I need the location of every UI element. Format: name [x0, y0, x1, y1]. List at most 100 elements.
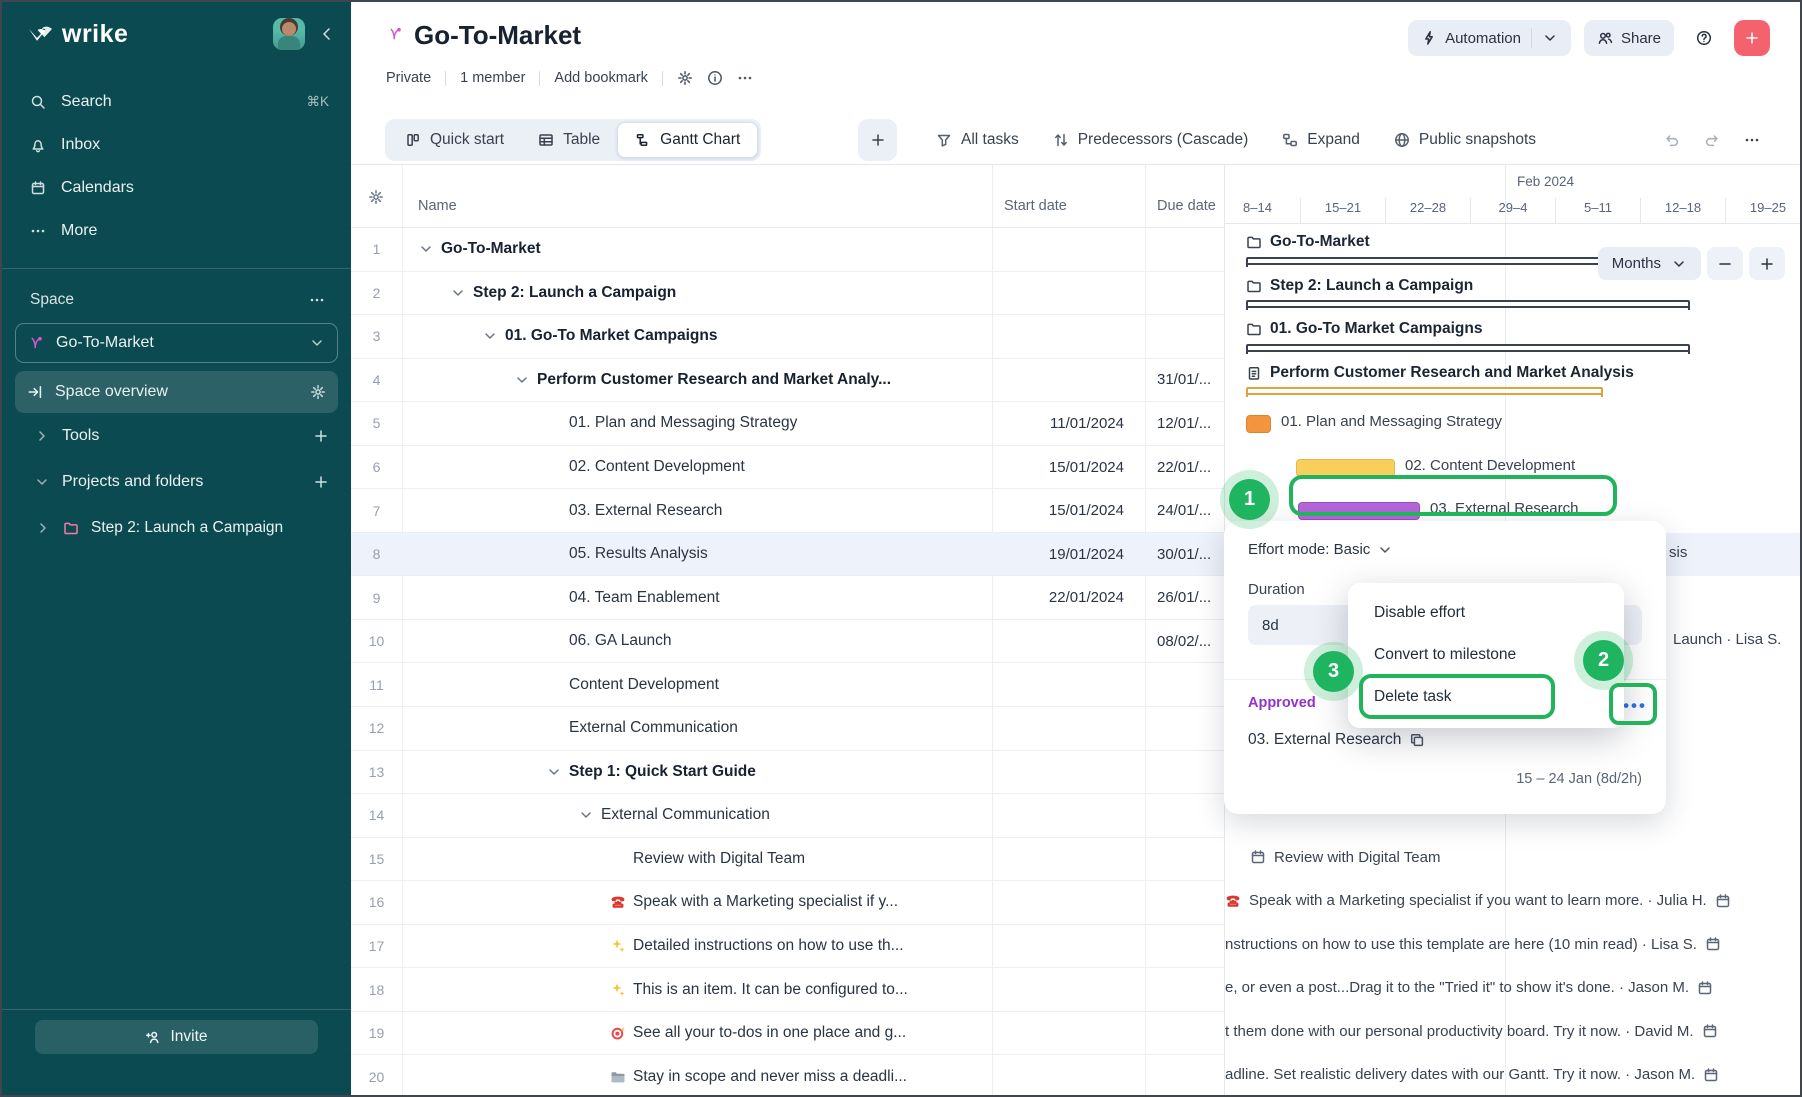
gantt-summary-bar[interactable]	[1246, 300, 1690, 311]
gantt-row[interactable]: 01. Go-To Market Campaigns	[1225, 315, 1800, 359]
help-button[interactable]	[1687, 21, 1721, 55]
task-name[interactable]: External Communication	[601, 806, 770, 824]
task-due-date[interactable]: 12/01/...	[1157, 414, 1212, 432]
column-header-start[interactable]: Start date	[1004, 198, 1067, 214]
gantt-row[interactable]: Review with Digital Team	[1225, 838, 1800, 882]
toolbar-public-snapshots[interactable]: Public snapshots	[1394, 131, 1536, 149]
column-header-due[interactable]: Due date	[1157, 198, 1216, 214]
table-row[interactable]: 17 Detailed instructions on how to use t…	[351, 925, 1224, 969]
automation-button[interactable]: Automation	[1408, 20, 1571, 56]
task-start-date[interactable]: 19/01/2024	[1048, 545, 1124, 563]
menu-item-convert-to-milestone[interactable]: Convert to milestone	[1374, 646, 1517, 663]
tab-quick-start[interactable]: Quick start	[388, 122, 521, 158]
sidebar-item-projects-and-folders[interactable]: Projects and folders	[2, 459, 351, 505]
task-due-date[interactable]: 22/01/...	[1157, 458, 1212, 476]
sidebar-item-space-overview[interactable]: Space overview	[15, 371, 338, 413]
gantt-row[interactable]: 02. Content Development	[1225, 446, 1800, 490]
row-expand-chevron[interactable]	[450, 285, 466, 301]
task-due-date[interactable]: 24/01/...	[1157, 502, 1212, 520]
invite-button[interactable]: Invite	[35, 1020, 318, 1054]
table-row[interactable]: 6 02. Content Development 15/01/2024 22/…	[351, 446, 1224, 490]
gantt-row[interactable]: t them done with our personal productivi…	[1225, 1012, 1800, 1056]
more-options-icon[interactable]	[737, 70, 753, 86]
gantt-task-bar[interactable]	[1246, 415, 1271, 434]
task-name[interactable]: Step 1: Quick Start Guide	[569, 762, 756, 780]
menu-item-delete-task[interactable]: Delete task	[1374, 688, 1452, 705]
task-name[interactable]: Perform Customer Research and Market Ana…	[537, 370, 892, 388]
share-button[interactable]: Share	[1583, 20, 1674, 56]
plus-icon[interactable]	[313, 474, 329, 490]
column-settings-button[interactable]	[368, 189, 384, 205]
table-row[interactable]: 12 External Communication	[351, 707, 1224, 751]
menu-item-disable-effort[interactable]: Disable effort	[1374, 604, 1466, 621]
row-expand-chevron[interactable]	[546, 764, 562, 780]
table-row[interactable]: 11 Content Development	[351, 663, 1224, 708]
gantt-row[interactable]: 01. Plan and Messaging Strategy	[1225, 402, 1800, 446]
gantt-row[interactable]: nstructions on how to use this template …	[1225, 925, 1800, 969]
space-selector[interactable]: Go-To-Market	[15, 323, 338, 363]
privacy-label[interactable]: Private	[386, 70, 432, 86]
status-badge[interactable]: Approved	[1248, 695, 1316, 711]
row-expand-chevron[interactable]	[418, 241, 434, 257]
table-row[interactable]: 16 Speak with a Marketing specialist if …	[351, 881, 1224, 925]
settings-icon[interactable]	[677, 70, 693, 86]
table-row[interactable]: 20 Stay in scope and never miss a deadli…	[351, 1055, 1224, 1095]
tab-gantt-chart[interactable]: Gantt Chart	[617, 122, 759, 158]
task-name[interactable]: Review with Digital Team	[633, 849, 805, 867]
task-start-date[interactable]: 22/01/2024	[1048, 589, 1124, 607]
task-name[interactable]: 01. Go-To Market Campaigns	[505, 327, 718, 345]
gantt-task-bar[interactable]	[1296, 458, 1395, 477]
task-due-date[interactable]: 08/02/...	[1157, 632, 1212, 650]
timescale-select[interactable]: Months	[1597, 247, 1701, 280]
sidebar-item-inbox[interactable]: Inbox	[2, 123, 351, 166]
task-start-date[interactable]: 11/01/2024	[1050, 414, 1124, 432]
task-name[interactable]: Content Development	[569, 675, 719, 693]
chevron-down-icon[interactable]	[1542, 30, 1558, 46]
gantt-task-bar[interactable]	[1298, 502, 1420, 521]
task-start-date[interactable]: 15/01/2024	[1048, 502, 1124, 520]
table-row[interactable]: 14 External Communication	[351, 794, 1224, 838]
table-row[interactable]: 5 01. Plan and Messaging Strategy 11/01/…	[351, 402, 1224, 446]
info-icon[interactable]	[707, 70, 723, 86]
column-header-name[interactable]: Name	[418, 198, 457, 214]
copy-icon[interactable]	[1409, 732, 1425, 748]
gantt-row[interactable]: Perform Customer Research and Market Ana…	[1225, 359, 1800, 403]
task-name[interactable]: 04. Team Enablement	[569, 588, 720, 606]
redo-button[interactable]	[1704, 132, 1720, 148]
add-bookmark-link[interactable]: Add bookmark	[554, 70, 648, 86]
table-row[interactable]: 10 06. GA Launch 08/02/...	[351, 620, 1224, 664]
table-row[interactable]: 1 Go-To-Market	[351, 228, 1224, 272]
gantt-row[interactable]: e, or even a post...Drag it to the "Trie…	[1225, 968, 1800, 1012]
task-name[interactable]: Step 2: Launch a Campaign	[473, 283, 677, 301]
table-row[interactable]: 15 Review with Digital Team	[351, 838, 1224, 882]
chevron-right-icon[interactable]	[34, 428, 50, 444]
sidebar-item-search[interactable]: Search ⌘K	[2, 80, 351, 123]
task-name[interactable]: Go-To-Market	[441, 240, 541, 258]
task-name[interactable]: 01. Plan and Messaging Strategy	[569, 414, 798, 432]
gantt-row[interactable]: Speak with a Marketing specialist if you…	[1225, 881, 1800, 925]
gear-icon[interactable]	[310, 384, 326, 400]
task-name[interactable]: Speak with a Marketing specialist if y..…	[633, 893, 899, 911]
table-row[interactable]: 19 See all your to-dos in one place and …	[351, 1012, 1224, 1056]
plus-icon[interactable]	[313, 428, 329, 444]
task-name[interactable]: This is an item. It can be configured to…	[633, 980, 908, 998]
table-row[interactable]: 4 Perform Customer Research and Market A…	[351, 359, 1224, 403]
chevron-right-icon[interactable]	[35, 520, 51, 536]
gantt-row[interactable]: Step 2: Launch a Campaign	[1225, 272, 1800, 316]
zoom-out-button[interactable]	[1707, 247, 1743, 280]
task-start-date[interactable]: 15/01/2024	[1048, 458, 1124, 476]
task-name[interactable]: 05. Results Analysis	[569, 545, 708, 563]
task-name[interactable]: Stay in scope and never miss a deadli...	[633, 1067, 907, 1085]
table-row[interactable]: 8 05. Results Analysis 19/01/2024 30/01/…	[351, 532, 1224, 577]
task-due-date[interactable]: 31/01/...	[1157, 371, 1212, 389]
members-label[interactable]: 1 member	[460, 70, 526, 86]
gantt-row[interactable]: adline. Set realistic delivery dates wit…	[1225, 1055, 1800, 1095]
task-due-date[interactable]: 30/01/...	[1157, 545, 1212, 563]
toolbar-predecessors-cascade-[interactable]: Predecessors (Cascade)	[1053, 131, 1248, 149]
task-name[interactable]: See all your to-dos in one place and g..…	[633, 1024, 907, 1042]
table-row[interactable]: 2 Step 2: Launch a Campaign	[351, 272, 1224, 316]
task-name[interactable]: External Communication	[569, 719, 738, 737]
space-options-icon[interactable]	[309, 292, 325, 308]
undo-button[interactable]	[1664, 132, 1680, 148]
gantt-row[interactable]: Launch · Lisa S.	[1225, 620, 1800, 664]
